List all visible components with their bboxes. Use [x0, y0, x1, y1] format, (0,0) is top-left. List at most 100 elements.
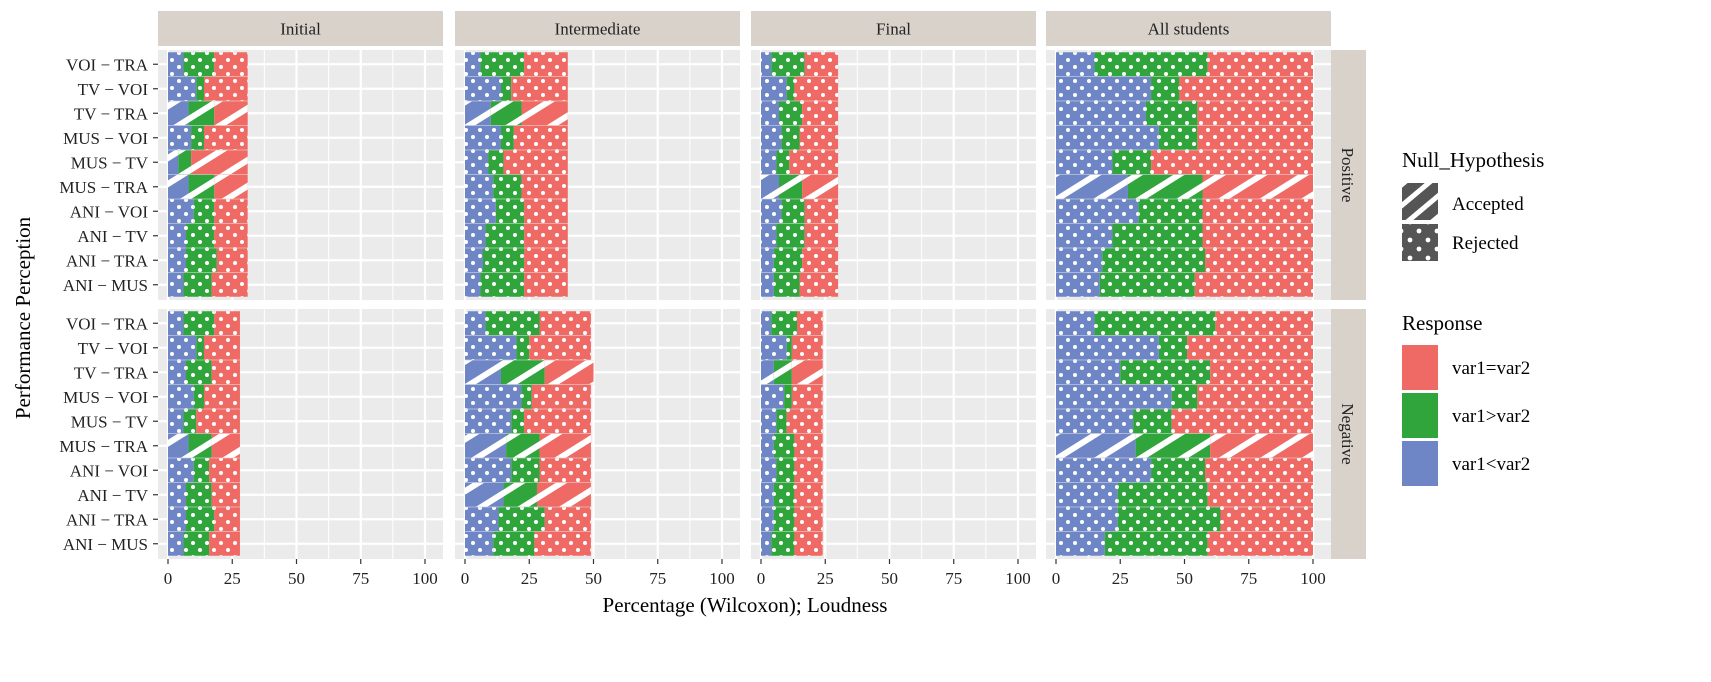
bar-pattern-rejected — [214, 223, 248, 248]
bar-pattern-rejected — [776, 409, 787, 434]
facet-label-final: Final — [876, 20, 911, 39]
bar-pattern-rejected — [1056, 52, 1095, 77]
bar-pattern-rejected — [193, 384, 204, 409]
bar-pattern-rejected — [465, 384, 522, 409]
bar-pattern-rejected — [773, 248, 803, 273]
bar-pattern-rejected — [1151, 76, 1180, 101]
bar-pattern-rejected — [761, 101, 779, 126]
bar-pattern-rejected — [503, 150, 568, 175]
bar-pattern-accepted — [178, 150, 192, 175]
bar-pattern-rejected — [185, 360, 212, 385]
bar-pattern-accepted — [465, 360, 501, 385]
bar-pattern-rejected — [1151, 150, 1313, 175]
bar-pattern-rejected — [1138, 199, 1203, 224]
bar-pattern-rejected — [465, 199, 496, 224]
bar-pattern-rejected — [529, 335, 591, 360]
bar-pattern-rejected — [776, 150, 790, 175]
bar-pattern-rejected — [185, 507, 215, 532]
bar-pattern-rejected — [1056, 482, 1118, 507]
bar-pattern-rejected — [168, 531, 184, 556]
bar-pattern-rejected — [524, 272, 568, 297]
bar-pattern-rejected — [534, 531, 591, 556]
x-tick-label: 75 — [945, 569, 962, 588]
legend-label-accepted: Accepted — [1452, 194, 1524, 215]
bar-pattern-rejected — [480, 52, 525, 77]
bar-pattern-rejected — [1215, 311, 1313, 336]
bar-pattern-accepted — [506, 433, 540, 458]
bar-pattern-rejected — [1210, 360, 1313, 385]
bar-pattern-rejected — [1197, 101, 1313, 126]
bar-pattern-rejected — [761, 223, 777, 248]
bar-pattern-rejected — [1120, 360, 1211, 385]
bar-pattern-rejected — [1056, 409, 1134, 434]
bar-pattern-accepted — [500, 360, 545, 385]
bar-pattern-rejected — [804, 223, 839, 248]
bar-pattern-rejected — [524, 52, 568, 77]
bar-pattern-rejected — [203, 76, 248, 101]
x-tick-label: 100 — [1300, 569, 1326, 588]
bar-pattern-rejected — [168, 482, 186, 507]
bar-pattern-rejected — [1187, 335, 1313, 360]
legend-label-rejected: Rejected — [1452, 233, 1519, 254]
bar-pattern-rejected — [794, 76, 839, 101]
bar-pattern-accepted — [1135, 433, 1211, 458]
bar-pattern-rejected — [794, 433, 823, 458]
bar-pattern-rejected — [1056, 272, 1100, 297]
facet-label-all-students: All students — [1148, 20, 1230, 39]
bar-pattern-rejected — [1056, 531, 1105, 556]
bar-pattern-rejected — [799, 125, 839, 150]
bar-pattern-rejected — [1056, 384, 1172, 409]
bar-pattern-rejected — [465, 311, 486, 336]
bar-pattern-rejected — [1056, 458, 1152, 483]
bar-pattern-rejected — [193, 199, 215, 224]
bar-pattern-rejected — [203, 125, 248, 150]
bar-pattern-rejected — [521, 384, 532, 409]
y-tick-label: TV − VOI — [78, 80, 149, 99]
bar-pattern-rejected — [1220, 507, 1313, 532]
bar-pattern-accepted — [1127, 174, 1203, 199]
bar-pattern-rejected — [1171, 384, 1198, 409]
bar-pattern-accepted — [503, 482, 537, 507]
bar-pattern-rejected — [1112, 150, 1152, 175]
bar-pattern-rejected — [761, 52, 772, 77]
y-tick-label: ANI − MUS — [63, 535, 148, 554]
bar-pattern-rejected — [1117, 482, 1208, 507]
bar-pattern-rejected — [524, 248, 568, 273]
bar-pattern-rejected — [1056, 248, 1103, 273]
bar-pattern-rejected — [778, 101, 803, 126]
bar-pattern-accepted — [191, 150, 248, 175]
bar-pattern-rejected — [761, 384, 785, 409]
bar-pattern-rejected — [1207, 531, 1313, 556]
x-tick-label: 25 — [521, 569, 538, 588]
bar-pattern-rejected — [761, 150, 777, 175]
bar-pattern-accepted — [188, 433, 212, 458]
bar-pattern-rejected — [539, 311, 591, 336]
bar-pattern-rejected — [209, 531, 240, 556]
bar-pattern-accepted — [490, 101, 522, 126]
bar-pattern-accepted — [1210, 433, 1313, 458]
bar-pattern-rejected — [511, 76, 568, 101]
bar-pattern-rejected — [794, 507, 823, 532]
bar-pattern-rejected — [211, 482, 240, 507]
bar-pattern-accepted — [168, 174, 189, 199]
bar-pattern-rejected — [183, 272, 212, 297]
legend-key-greater — [1402, 393, 1438, 438]
bar-pattern-rejected — [786, 409, 823, 434]
y-tick-label: ANI − TV — [77, 486, 148, 505]
bar-pattern-rejected — [168, 409, 184, 434]
bar-pattern-accepted — [536, 482, 591, 507]
bar-pattern-rejected — [794, 458, 823, 483]
bar-pattern-rejected — [168, 507, 186, 532]
bar-pattern-rejected — [493, 174, 522, 199]
bar-pattern-rejected — [771, 52, 805, 77]
legend-label-less: var1<var2 — [1452, 454, 1530, 475]
bar-pattern-rejected — [786, 335, 792, 360]
x-tick-label: 0 — [1052, 569, 1061, 588]
bar-pattern-accepted — [465, 101, 491, 126]
legend-response-title: Response — [1402, 311, 1483, 335]
bar-pattern-rejected — [183, 311, 215, 336]
bar-pattern-rejected — [485, 223, 525, 248]
bar-pattern-rejected — [211, 360, 240, 385]
facet-label-initial: Initial — [280, 20, 321, 39]
